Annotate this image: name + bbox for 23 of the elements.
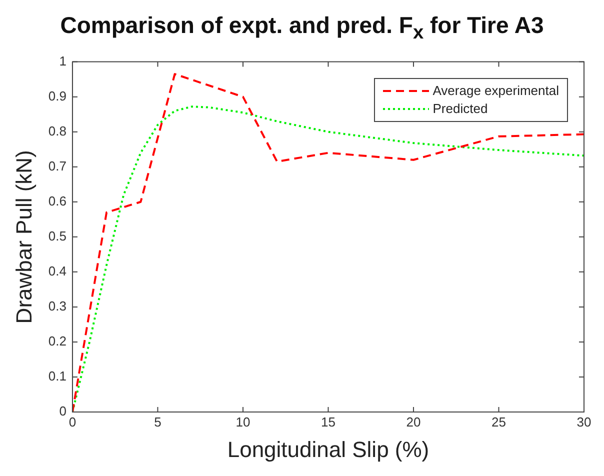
- y-tick-label: 0.2: [48, 334, 66, 349]
- y-tick-label: 0.3: [48, 298, 66, 314]
- y-tick-label: 0.7: [48, 158, 66, 174]
- x-axis-title: Longitudinal Slip (%): [227, 436, 430, 462]
- y-tick-label: 0.4: [48, 264, 66, 278]
- y-tick-label: 0.6: [48, 193, 66, 208]
- legend-label: Predicted: [432, 101, 488, 116]
- y-tick-label: 0.9: [48, 88, 66, 104]
- y-axis-title: Drawbar Pull (kN): [11, 150, 36, 324]
- x-tick-label: 30: [576, 414, 592, 430]
- chart-title: Comparison of expt. and pred. F$_{x}$ for Tire A3: [59, 11, 545, 46]
- x-tick-label: 15: [321, 414, 336, 430]
- x-tick-label: 25: [492, 414, 506, 430]
- x-tick-label: 0: [68, 414, 76, 430]
- legend-label: Average experimental: [432, 83, 559, 98]
- y-tick-label: 0.1: [48, 368, 66, 384]
- x-tick-label: 5: [154, 414, 162, 430]
- y-tick-label: 0.5: [48, 228, 66, 244]
- x-tick-label: 10: [236, 414, 250, 430]
- x-tick-label: 20: [406, 414, 421, 430]
- y-tick-label: 1: [59, 53, 66, 68]
- y-tick-label: 0.8: [48, 123, 66, 138]
- y-tick-label: 0: [59, 404, 66, 419]
